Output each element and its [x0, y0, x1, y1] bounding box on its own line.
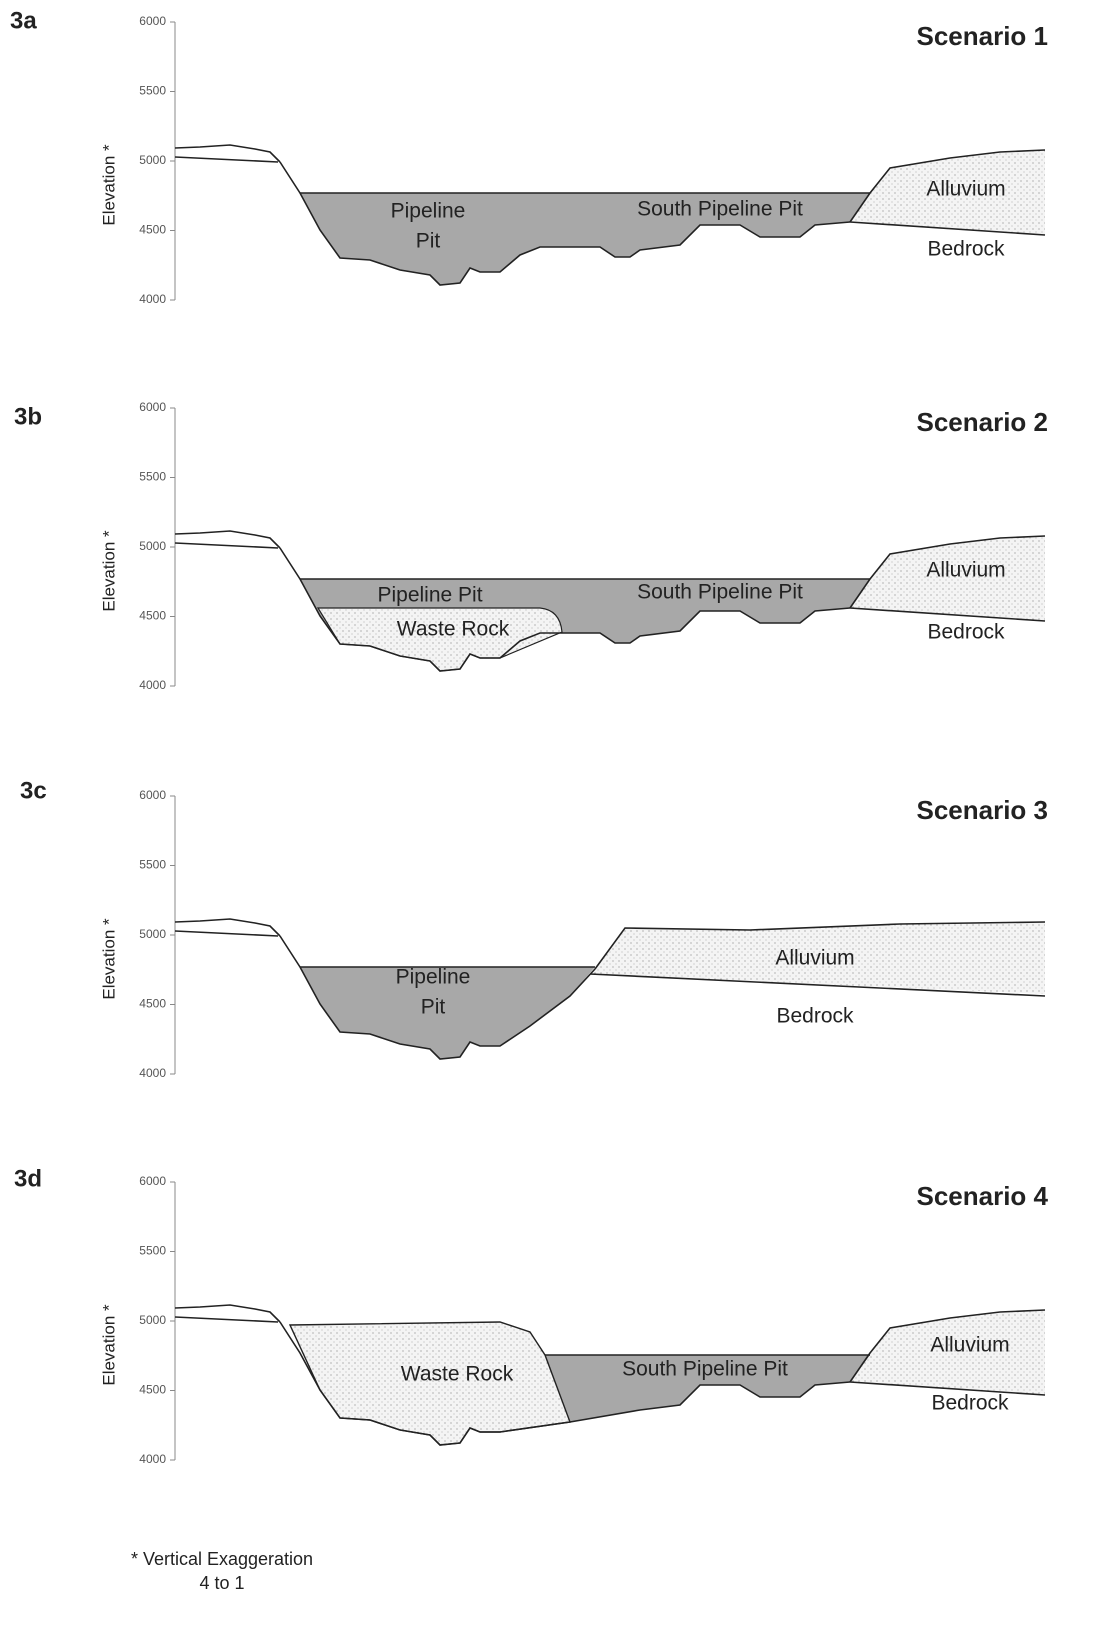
region-label: South Pipeline Pit	[637, 581, 803, 604]
region-label: Pipeline	[396, 966, 471, 989]
region-label: Bedrock	[931, 1392, 1009, 1415]
y-tick-label: 4500	[139, 609, 166, 623]
y-tick-label: 5500	[139, 858, 166, 872]
region-label: Pipeline Pit	[377, 584, 482, 607]
region-label: South Pipeline Pit	[637, 198, 803, 221]
y-tick-label: 4500	[139, 223, 166, 237]
region-label: Alluvium	[926, 178, 1005, 201]
panel-title: Scenario 2	[916, 407, 1048, 437]
bedrock-line	[175, 931, 278, 936]
y-tick-label: 6000	[139, 788, 166, 802]
y-axis-label: Elevation *	[99, 144, 118, 226]
region-label: Pit	[421, 996, 446, 1019]
y-tick-label: 4000	[139, 292, 166, 306]
region-label: South Pipeline Pit	[622, 1358, 788, 1381]
region-label: Waste Rock	[397, 618, 510, 641]
y-axis-label: Elevation *	[99, 1304, 118, 1386]
footnote: 4 to 1	[199, 1573, 244, 1593]
y-axis-label: Elevation *	[99, 918, 118, 1000]
y-tick-label: 5500	[139, 84, 166, 98]
panel-label: 3a	[10, 7, 37, 34]
panel-label: 3b	[14, 403, 42, 430]
y-tick-label: 6000	[139, 14, 166, 28]
y-tick-label: 4500	[139, 997, 166, 1011]
bedrock-line	[175, 543, 278, 548]
region-label: Alluvium	[775, 947, 854, 970]
y-tick-label: 4000	[139, 1452, 166, 1466]
footnote: * Vertical Exaggeration	[131, 1549, 313, 1569]
y-tick-label: 4000	[139, 1066, 166, 1080]
region-label: Alluvium	[930, 1334, 1009, 1357]
y-axis-label: Elevation *	[99, 530, 118, 612]
region-label: Bedrock	[776, 1005, 854, 1028]
y-tick-label: 5500	[139, 1244, 166, 1258]
y-tick-label: 6000	[139, 400, 166, 414]
y-tick-label: 6000	[139, 1174, 166, 1188]
region-label: Alluvium	[926, 559, 1005, 582]
bedrock-line	[175, 157, 278, 162]
bedrock-line	[175, 1317, 278, 1322]
y-tick-label: 4000	[139, 678, 166, 692]
panel-title: Scenario 3	[916, 795, 1048, 825]
y-tick-label: 5000	[139, 539, 166, 553]
region-label: Waste Rock	[401, 1363, 514, 1386]
panel-title: Scenario 1	[916, 21, 1048, 51]
y-tick-label: 5000	[139, 153, 166, 167]
panel-label: 3c	[20, 777, 47, 804]
panel-label: 3d	[14, 1165, 42, 1192]
region-label: Bedrock	[927, 238, 1005, 261]
figure: 3a Scenario 1 Elevation * 6000 5500 5000 4500 4…	[0, 0, 1099, 1633]
y-tick-label: 5000	[139, 927, 166, 941]
region-label: Bedrock	[927, 621, 1005, 644]
y-tick-label: 5000	[139, 1313, 166, 1327]
y-tick-label: 4500	[139, 1383, 166, 1397]
y-tick-label: 5500	[139, 470, 166, 484]
region-label: Pit	[416, 230, 441, 253]
panel-title: Scenario 4	[916, 1181, 1048, 1211]
region-label: Pipeline	[391, 200, 466, 223]
